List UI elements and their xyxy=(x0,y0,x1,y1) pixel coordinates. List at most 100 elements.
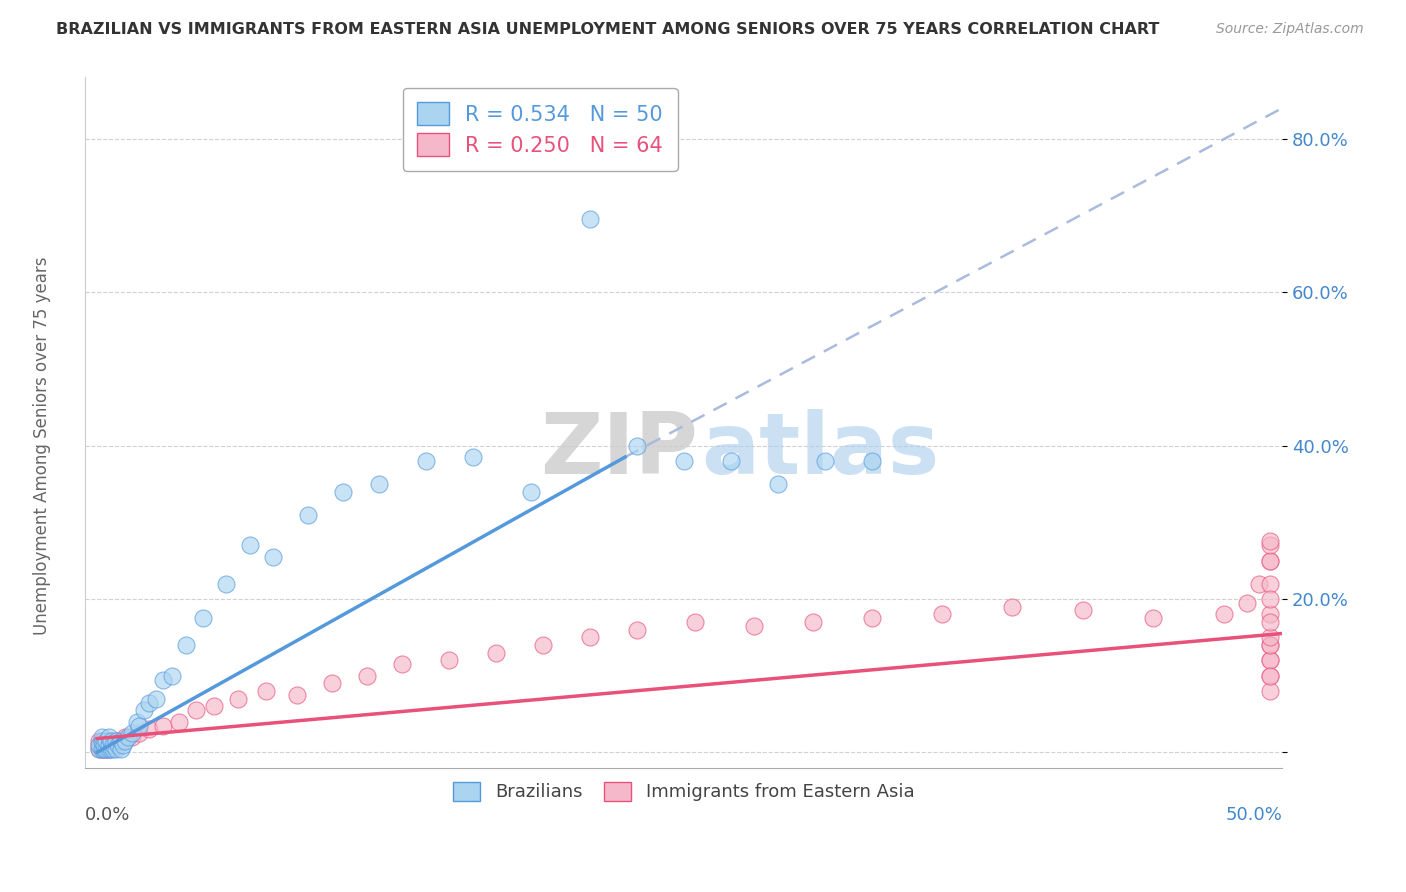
Point xyxy=(110,734,132,748)
Text: atlas: atlas xyxy=(702,409,941,491)
Point xyxy=(103,741,125,756)
Point xyxy=(97,741,120,756)
Point xyxy=(89,738,111,752)
Point xyxy=(202,699,225,714)
Text: 0.0%: 0.0% xyxy=(86,805,131,823)
Point xyxy=(184,703,207,717)
Point xyxy=(104,734,127,748)
Point xyxy=(114,730,136,744)
Point xyxy=(132,703,155,717)
Point xyxy=(93,738,115,752)
Point xyxy=(1260,630,1282,644)
Point xyxy=(90,730,112,744)
Point xyxy=(89,741,111,756)
Point xyxy=(254,684,277,698)
Point xyxy=(97,738,120,752)
Point xyxy=(1260,607,1282,622)
Point xyxy=(1260,591,1282,606)
Text: ZIP: ZIP xyxy=(540,409,697,491)
Point xyxy=(262,549,284,564)
Point xyxy=(100,741,122,756)
Point xyxy=(801,615,824,629)
Point xyxy=(160,668,183,682)
Point xyxy=(90,734,112,748)
Point xyxy=(297,508,319,522)
Point xyxy=(520,484,543,499)
Point xyxy=(1260,668,1282,682)
Point xyxy=(1236,596,1258,610)
Legend: Brazilians, Immigrants from Eastern Asia: Brazilians, Immigrants from Eastern Asia xyxy=(444,773,924,811)
Point xyxy=(97,730,120,744)
Text: 50.0%: 50.0% xyxy=(1226,805,1282,823)
Point xyxy=(1260,554,1282,568)
Point xyxy=(1260,638,1282,652)
Point xyxy=(1260,653,1282,667)
Point xyxy=(97,741,120,756)
Point xyxy=(138,723,160,737)
Point xyxy=(117,730,139,744)
Point xyxy=(1247,576,1270,591)
Point xyxy=(107,738,129,752)
Point xyxy=(391,657,413,672)
Point xyxy=(125,714,148,729)
Point xyxy=(96,741,118,756)
Point xyxy=(97,738,120,752)
Point xyxy=(672,454,695,468)
Point xyxy=(531,638,554,652)
Point xyxy=(107,738,129,752)
Point xyxy=(152,718,174,732)
Point xyxy=(167,714,190,729)
Point xyxy=(138,696,160,710)
Point xyxy=(1142,611,1164,625)
Point xyxy=(90,738,112,752)
Point xyxy=(128,718,150,732)
Point xyxy=(93,738,115,752)
Point xyxy=(93,741,115,756)
Point xyxy=(461,450,484,464)
Point xyxy=(89,741,111,756)
Point xyxy=(103,738,125,752)
Point xyxy=(437,653,460,667)
Point xyxy=(104,741,127,756)
Point xyxy=(96,741,118,756)
Point xyxy=(367,477,389,491)
Point xyxy=(145,691,167,706)
Point xyxy=(104,734,127,748)
Point xyxy=(215,576,238,591)
Point xyxy=(174,638,197,652)
Point xyxy=(720,454,742,468)
Point xyxy=(766,477,789,491)
Text: Source: ZipAtlas.com: Source: ZipAtlas.com xyxy=(1216,22,1364,37)
Point xyxy=(1260,638,1282,652)
Point xyxy=(1071,603,1094,617)
Point xyxy=(1260,668,1282,682)
Point xyxy=(191,611,214,625)
Point xyxy=(100,734,122,748)
Text: Unemployment Among Seniors over 75 years: Unemployment Among Seniors over 75 years xyxy=(34,257,51,635)
Point xyxy=(1260,538,1282,552)
Point xyxy=(321,676,343,690)
Point xyxy=(1260,576,1282,591)
Point xyxy=(1260,554,1282,568)
Point xyxy=(152,673,174,687)
Point xyxy=(90,741,112,756)
Point xyxy=(110,734,132,748)
Point xyxy=(626,623,648,637)
Point xyxy=(931,607,953,622)
Point xyxy=(111,738,134,752)
Point xyxy=(90,734,112,748)
Point xyxy=(1260,534,1282,549)
Point xyxy=(685,615,707,629)
Point xyxy=(813,454,835,468)
Point xyxy=(485,646,508,660)
Point xyxy=(332,484,354,499)
Point xyxy=(1260,653,1282,667)
Point xyxy=(239,538,262,552)
Point xyxy=(89,738,111,752)
Point xyxy=(100,738,122,752)
Point xyxy=(860,454,883,468)
Point xyxy=(110,741,132,756)
Point xyxy=(96,734,118,748)
Point xyxy=(1212,607,1234,622)
Point xyxy=(90,741,112,756)
